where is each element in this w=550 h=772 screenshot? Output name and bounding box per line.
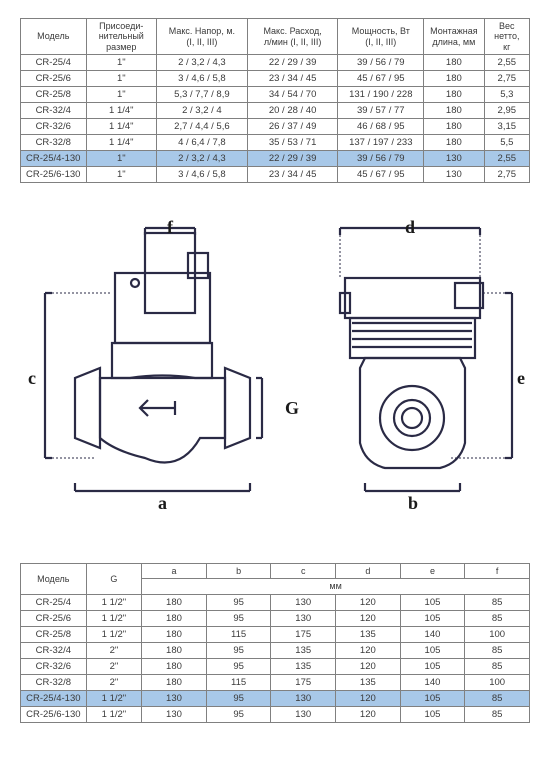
table-row: CR-25/4-1301 1/2"1309513012010585 (21, 690, 530, 706)
table-row: CR-25/4-1301"2 / 3,2 / 4,322 / 29 / 3939… (21, 151, 530, 167)
spec-table: МодельПрисоеди-нительныйразмерМакс. Напо… (20, 18, 530, 183)
label-b: b (408, 493, 418, 514)
label-d: d (405, 217, 415, 238)
table-row: CR-25/61 1/2"1809513012010585 (21, 610, 530, 626)
table-row: CR-32/41 1/4"2 / 3,2 / 420 / 28 / 4039 /… (21, 103, 530, 119)
table-row: CR-25/41"2 / 3,2 / 4,322 / 29 / 3939 / 5… (21, 55, 530, 71)
table-row: CR-32/61 1/4"2,7 / 4,4 / 5,626 / 37 / 49… (21, 119, 530, 135)
label-a: a (158, 493, 167, 514)
pump-diagram: f c G a (20, 223, 530, 533)
table-row: CR-25/61"3 / 4,6 / 5,823 / 34 / 4545 / 6… (21, 71, 530, 87)
dim-header: b (206, 564, 271, 579)
spec-header: Макс. Напор, м.(I, II, III) (157, 19, 248, 55)
table-row: CR-32/62"1809513512010585 (21, 658, 530, 674)
table-row: CR-25/41 1/2"1809513012010585 (21, 594, 530, 610)
dim-header: a (142, 564, 207, 579)
label-f: f (167, 217, 173, 238)
unit-header: мм (142, 579, 530, 594)
spec-header: Мощность, Вт(I, II, III) (338, 19, 424, 55)
spec-header: Макс. Расход,л/мин (I, II, III) (247, 19, 338, 55)
spec-header: Монтажнаядлина, мм (424, 19, 484, 55)
dim-header: d (336, 564, 401, 579)
table-row: CR-32/81 1/4"4 / 6,4 / 7,835 / 53 / 7113… (21, 135, 530, 151)
table-row: CR-25/6-1301"3 / 4,6 / 5,823 / 34 / 4545… (21, 167, 530, 183)
dim-header: f (465, 564, 530, 579)
table-row: CR-32/42"1809513512010585 (21, 642, 530, 658)
spec-header: Присоеди-нительныйразмер (86, 19, 157, 55)
dim-header: c (271, 564, 336, 579)
table-row: CR-25/6-1301 1/2"1309513012010585 (21, 706, 530, 722)
label-G: G (285, 398, 299, 419)
spec-header: Модель (21, 19, 87, 55)
table-row: CR-25/81 1/2"180115175135140100 (21, 626, 530, 642)
table-row: CR-32/82"180115175135140100 (21, 674, 530, 690)
dim-header: G (86, 564, 142, 595)
label-e: e (517, 368, 525, 389)
label-c: c (28, 368, 36, 389)
dimensions-table: МодельGabcdef мм CR-25/41 1/2"1809513012… (20, 563, 530, 723)
dim-header: e (400, 564, 465, 579)
spec-header: Веснетто,кг (484, 19, 529, 55)
dim-header: Модель (21, 564, 87, 595)
table-row: CR-25/81"5,3 / 7,7 / 8,934 / 54 / 70131 … (21, 87, 530, 103)
